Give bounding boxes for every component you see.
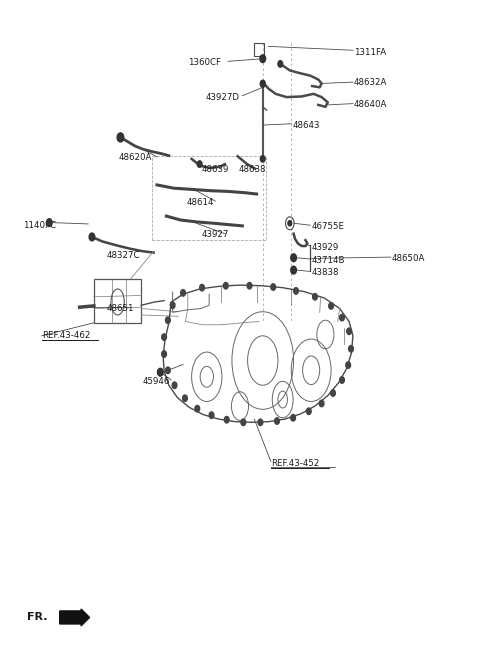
Text: 45946: 45946 <box>143 377 170 386</box>
Circle shape <box>247 283 252 289</box>
Circle shape <box>291 254 297 262</box>
Circle shape <box>162 334 167 340</box>
Bar <box>94 279 141 323</box>
Text: 46755E: 46755E <box>311 222 344 231</box>
Text: 1140FC: 1140FC <box>23 220 56 230</box>
Circle shape <box>195 405 200 412</box>
Text: 43929: 43929 <box>311 243 338 252</box>
Circle shape <box>180 289 185 296</box>
Circle shape <box>347 328 351 335</box>
Text: 43927D: 43927D <box>206 92 240 102</box>
Circle shape <box>166 367 170 373</box>
Circle shape <box>291 415 296 421</box>
Circle shape <box>340 377 344 383</box>
Text: 48632A: 48632A <box>354 77 387 87</box>
Text: 48620A: 48620A <box>119 153 152 162</box>
Circle shape <box>271 284 276 290</box>
Circle shape <box>288 220 292 226</box>
Text: 48640A: 48640A <box>354 100 387 110</box>
Bar <box>152 155 266 240</box>
Circle shape <box>306 408 311 415</box>
Circle shape <box>331 390 336 396</box>
Circle shape <box>209 412 214 419</box>
Circle shape <box>329 302 334 309</box>
Circle shape <box>346 362 350 368</box>
Text: 48614: 48614 <box>187 198 215 207</box>
Circle shape <box>224 417 229 423</box>
Circle shape <box>241 419 246 426</box>
Circle shape <box>261 81 265 87</box>
Circle shape <box>200 285 204 291</box>
Text: 43838: 43838 <box>311 268 339 277</box>
Bar <box>254 43 264 56</box>
Circle shape <box>319 400 324 407</box>
FancyArrow shape <box>60 609 90 626</box>
Circle shape <box>172 382 177 388</box>
Circle shape <box>223 283 228 289</box>
Circle shape <box>340 314 344 321</box>
Circle shape <box>294 288 299 294</box>
Text: 48643: 48643 <box>292 121 320 130</box>
Circle shape <box>312 293 317 300</box>
Circle shape <box>170 302 175 308</box>
Circle shape <box>117 133 124 142</box>
Circle shape <box>278 60 283 67</box>
Text: 43714B: 43714B <box>311 256 345 265</box>
Text: 48327C: 48327C <box>106 251 140 260</box>
Text: FR.: FR. <box>26 613 47 623</box>
Circle shape <box>275 418 279 424</box>
Circle shape <box>197 161 202 167</box>
Text: 48639: 48639 <box>201 165 228 174</box>
Circle shape <box>157 368 163 376</box>
Circle shape <box>261 80 265 87</box>
Text: 48650A: 48650A <box>392 254 425 263</box>
Circle shape <box>348 346 353 352</box>
Text: 48638: 48638 <box>239 165 266 174</box>
Text: 48651: 48651 <box>106 304 134 313</box>
Circle shape <box>166 317 170 323</box>
Circle shape <box>258 419 263 426</box>
Text: 1311FA: 1311FA <box>354 48 386 56</box>
Circle shape <box>182 395 187 401</box>
Circle shape <box>261 155 265 162</box>
Text: REF.43-452: REF.43-452 <box>271 459 319 468</box>
Text: 43927: 43927 <box>201 230 228 239</box>
Text: REF.43-462: REF.43-462 <box>42 331 90 340</box>
Circle shape <box>47 218 52 226</box>
Circle shape <box>291 266 297 274</box>
Text: 1360CF: 1360CF <box>188 58 221 67</box>
Circle shape <box>260 55 265 62</box>
Circle shape <box>89 233 95 241</box>
Circle shape <box>162 351 167 358</box>
